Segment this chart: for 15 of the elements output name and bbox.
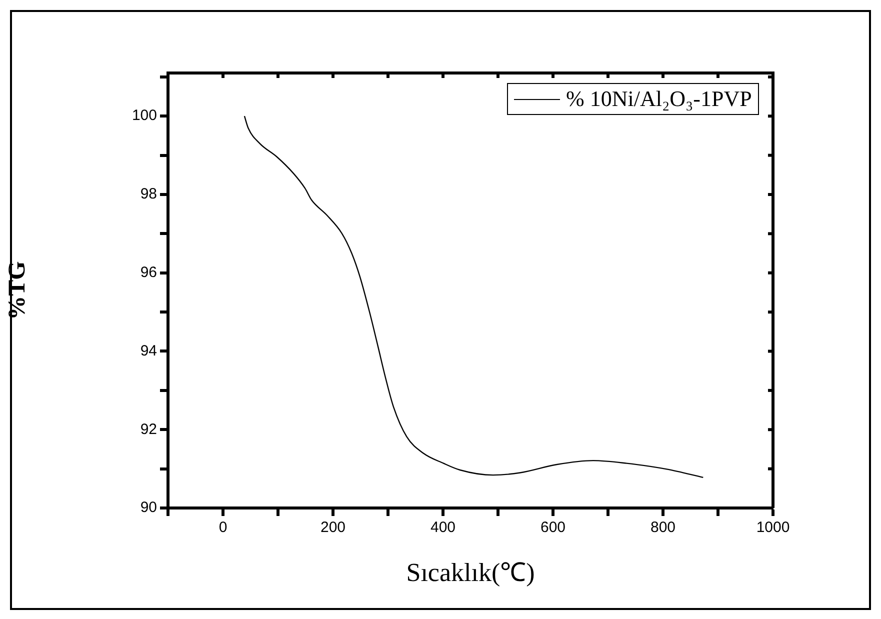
y-tick-label: 100 [132,107,157,124]
y-tick-label: 94 [140,342,157,360]
y-tick-label: 98 [140,186,157,203]
legend-label: % 10Ni/Al₂O₃-1PVP [566,86,752,112]
x-tick-label: 200 [320,519,346,536]
x-tick-label: 0 [218,519,228,536]
x-tick-label: 1000 [756,519,790,536]
y-tick-label: 92 [140,420,157,438]
x-tick-label: 800 [650,519,676,536]
line-series [244,116,704,478]
x-axis-title: Sıcaklık(℃) [406,558,535,588]
y-tick-label: 96 [140,264,157,282]
x-tick-label: 400 [430,519,456,536]
y-tick-label: 90 [140,499,157,516]
x-tick-label: 600 [540,519,566,536]
